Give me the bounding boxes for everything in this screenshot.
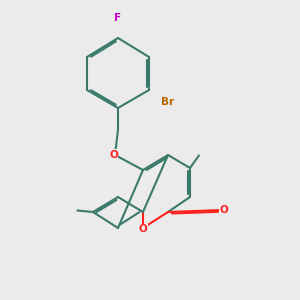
Text: O: O xyxy=(139,224,147,235)
Text: O: O xyxy=(109,150,118,160)
Text: Br: Br xyxy=(161,97,174,107)
Text: F: F xyxy=(114,13,122,23)
Text: O: O xyxy=(219,205,228,215)
